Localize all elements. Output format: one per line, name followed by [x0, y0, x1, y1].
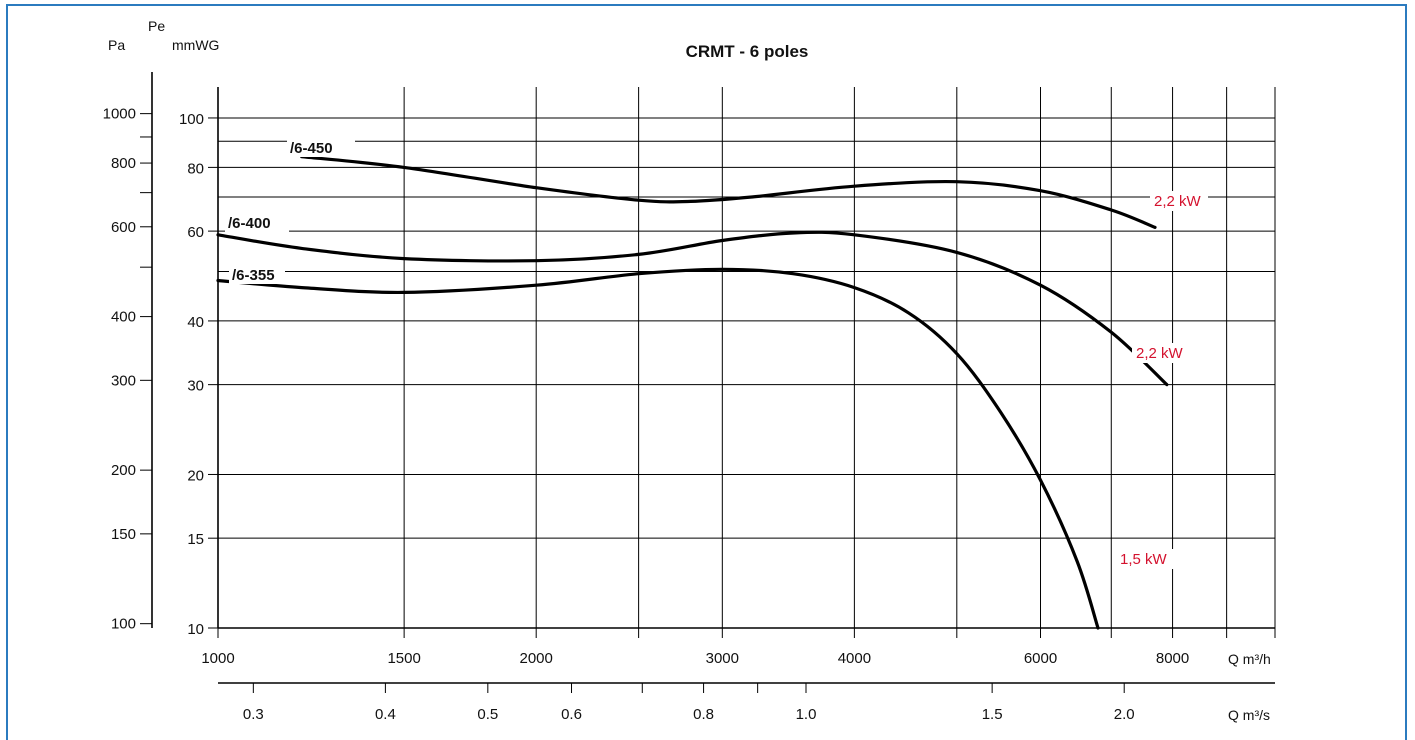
x-tick-label-m3s: 1.0	[796, 706, 817, 723]
series-label-background	[225, 213, 289, 232]
x-tick-label-m3s: 0.8	[693, 706, 714, 723]
series-label: /6-355	[232, 267, 275, 284]
pe-label: Pe	[148, 18, 165, 34]
x-unit-top: Q m³/h	[1228, 651, 1271, 667]
pa-tick-label: 300	[111, 372, 136, 389]
x-tick-label-m3s: 2.0	[1114, 706, 1135, 723]
pa-tick-label: 800	[111, 155, 136, 172]
pa-tick-label: 150	[111, 526, 136, 543]
axes	[140, 72, 1276, 693]
series-label-background	[287, 138, 355, 157]
series-label: /6-400	[228, 215, 271, 232]
x-tick-label-m3h: 2000	[520, 650, 553, 667]
x-tick-label-m3s: 0.3	[243, 706, 264, 723]
pa-tick-label: 1000	[103, 106, 136, 123]
series-label: /6-450	[290, 140, 333, 157]
x-tick-label-m3s: 0.6	[561, 706, 582, 723]
x-tick-label-m3h: 1000	[201, 650, 234, 667]
x-unit-bottom: Q m³/s	[1228, 707, 1270, 723]
x-tick-label-m3h: 8000	[1156, 650, 1189, 667]
curve-6-355	[216, 267, 1100, 630]
x-tick-label-m3h: 1500	[387, 650, 420, 667]
power-label-background	[1150, 191, 1208, 211]
labels: 1000 800 600 400 300 200 150 100 100 80 60 40 30 20 15…	[103, 106, 1208, 723]
pa-tick-label: 200	[111, 462, 136, 479]
x-tick-label-m3s: 0.4	[375, 706, 396, 723]
mmwg-tick-label: 30	[187, 378, 204, 395]
mmwg-tick-label: 100	[179, 111, 204, 128]
power-label: 2,2 kW	[1136, 345, 1184, 362]
chart-frame	[6, 4, 1407, 740]
x-tick-label-m3h: 3000	[706, 650, 739, 667]
mmwg-tick-label: 40	[187, 314, 204, 331]
pa-label: Pa	[108, 37, 125, 53]
mmwg-tick-label: 15	[187, 531, 204, 548]
chart-title: CRMT - 6 poles	[686, 42, 809, 61]
series-label-background	[229, 265, 285, 284]
mmwg-tick-label: 80	[187, 160, 204, 177]
power-label: 1,5 kW	[1120, 551, 1168, 568]
x-tick-label-m3h: 4000	[838, 650, 871, 667]
mmwg-label: mmWG	[172, 37, 219, 53]
pa-tick-label: 600	[111, 219, 136, 236]
power-label-background	[1116, 549, 1174, 569]
mmwg-tick-label: 20	[187, 467, 204, 484]
pa-tick-label: 400	[111, 309, 136, 326]
curve-6-400	[216, 230, 1169, 387]
x-tick-label-m3h: 6000	[1024, 650, 1057, 667]
power-label-background	[1132, 343, 1190, 363]
mmwg-tick-label: 10	[187, 621, 204, 638]
x-tick-label-m3s: 0.5	[477, 706, 498, 723]
pa-tick-label: 100	[111, 616, 136, 633]
x-tick-label-m3s: 1.5	[982, 706, 1003, 723]
curves	[216, 155, 1169, 630]
power-label: 2,2 kW	[1154, 193, 1202, 210]
mmwg-tick-label: 60	[187, 224, 204, 241]
curve-6-450	[300, 155, 1157, 229]
